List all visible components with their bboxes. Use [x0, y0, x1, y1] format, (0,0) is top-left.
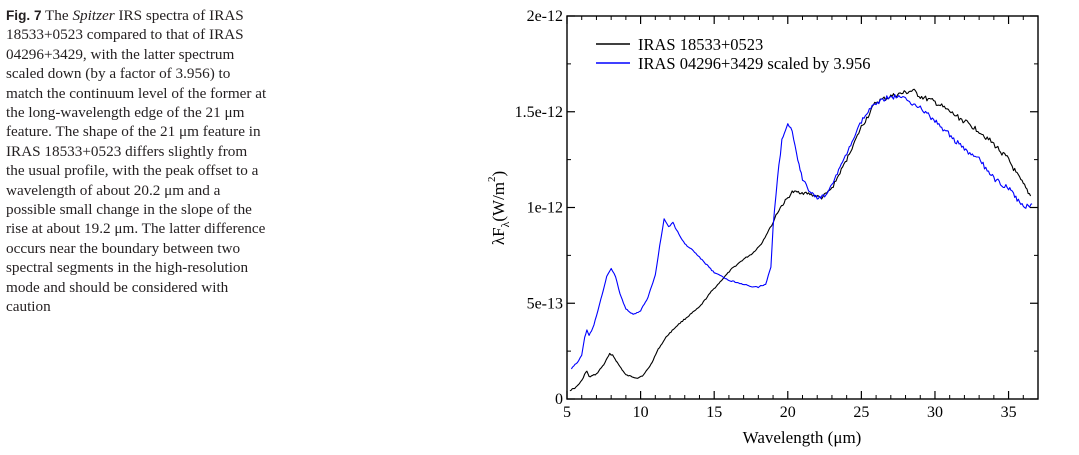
series-line-iras-04296-scaled	[570, 94, 1033, 370]
x-tick-label: 20	[780, 404, 796, 421]
x-axis-ticks: 5 10 15 20 25 30 35	[563, 16, 1024, 421]
legend: IRAS 18533+0523 IRAS 04296+3429 scaled b…	[596, 35, 871, 73]
spectra-chart: 5 10 15 20 25 30 35 0 5e-13 1e-12 1.5e-12 2e-12 Wa…	[470, 0, 1079, 455]
y-tick-label: 2e-12	[527, 8, 563, 25]
x-tick-label: 15	[706, 404, 722, 421]
chart-svg: 5 10 15 20 25 30 35 0 5e-13 1e-12 1.5e-12 2e-12 Wa…	[486, 8, 1039, 447]
series-line-iras-18533	[569, 88, 1032, 392]
legend-label-series-1: IRAS 18533+0523	[638, 35, 763, 54]
caption-italic-term: Spitzer	[72, 7, 115, 24]
caption-text-body: IRS spectra of IRAS 18533+0523 compared …	[6, 7, 267, 316]
y-tick-label: 1.5e-12	[515, 104, 563, 121]
y-axis-title-main: λF	[489, 227, 508, 245]
figure-caption: Fig. 7 The Spitzer IRS spectra of IRAS 1…	[6, 6, 268, 317]
x-tick-label: 5	[563, 404, 571, 421]
y-tick-label: 0	[555, 391, 563, 408]
x-tick-label: 30	[927, 404, 943, 421]
x-axis-title: Wavelength (μm)	[743, 428, 862, 447]
legend-label-series-2: IRAS 04296+3429 scaled by 3.956	[638, 54, 871, 73]
y-axis-ticks: 0 5e-13 1e-12 1.5e-12 2e-12	[515, 8, 1038, 408]
y-axis-title-unit: (W/m	[489, 182, 508, 222]
y-axis-title-sub: λ	[498, 221, 512, 227]
figure-label: Fig. 7	[6, 8, 42, 23]
x-tick-label: 10	[633, 404, 649, 421]
y-axis-title-unit-close: )	[489, 171, 508, 177]
caption-text-lead: The	[45, 7, 69, 24]
x-tick-label: 25	[853, 404, 869, 421]
y-axis-title-unit-sup: 2	[486, 176, 498, 182]
x-tick-label: 35	[1001, 404, 1017, 421]
y-tick-label: 5e-13	[527, 295, 563, 312]
y-axis-title: λFλ(W/m2)	[486, 171, 512, 245]
plot-frame	[566, 15, 1039, 400]
series-layer	[569, 88, 1033, 392]
y-tick-label: 1e-12	[527, 200, 563, 217]
